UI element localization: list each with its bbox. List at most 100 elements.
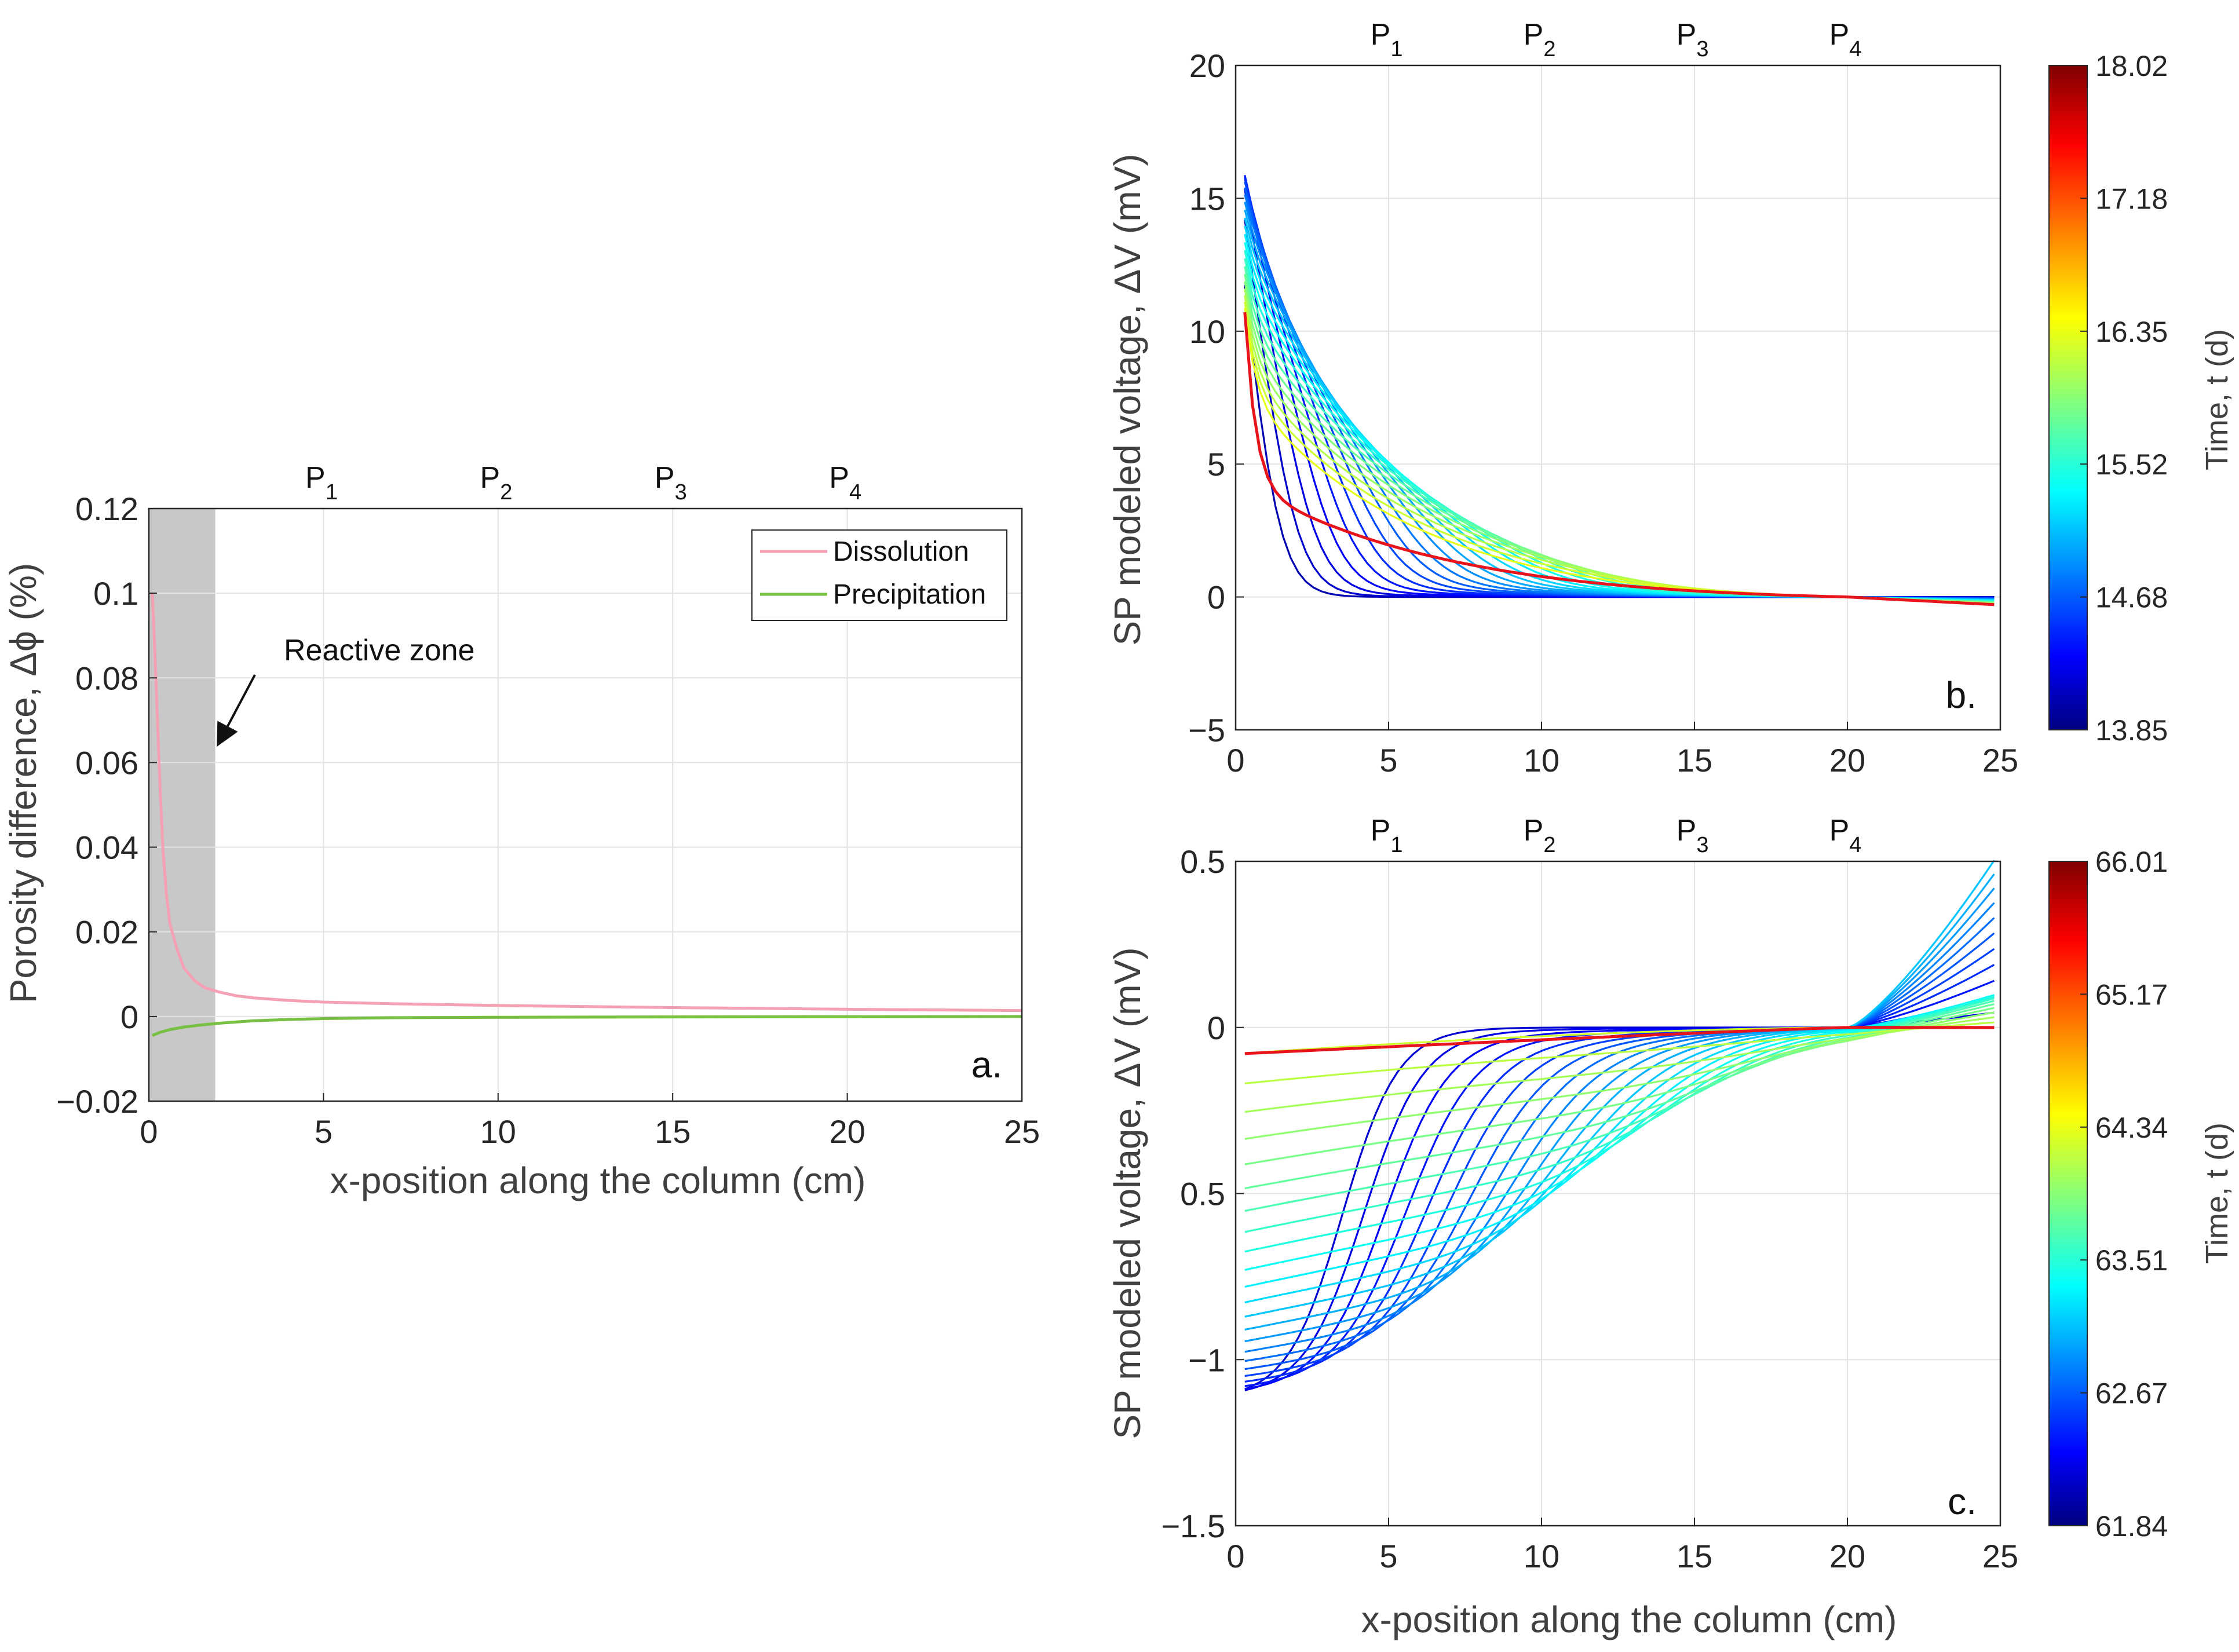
sp-curve xyxy=(1244,932,1995,1370)
y-tick-label: 0 xyxy=(120,999,138,1035)
top-marker-subscript: 2 xyxy=(1543,833,1555,857)
sp-curve xyxy=(1244,202,1995,601)
colorbar-tick-label: 14.68 xyxy=(2095,582,2168,614)
y-tick-label: −1.5 xyxy=(1161,1508,1225,1544)
x-tick-label: 15 xyxy=(1676,742,1712,779)
panel-b-frame xyxy=(1234,64,2001,731)
y-tick-label: −0.02 xyxy=(56,1083,138,1120)
sp-curve xyxy=(1244,194,1995,600)
x-tick-label: 20 xyxy=(829,1113,865,1150)
panel-c-y-axis-label: SP modeled voltage, ΔV (mV) xyxy=(1106,947,1148,1439)
top-marker-P3: P xyxy=(655,461,675,495)
panel-a-legend: Dissolution Precipitation xyxy=(751,529,1007,621)
panel-b-y-axis-label: SP modeled voltage, ΔV (mV) xyxy=(1106,153,1148,645)
y-tick-label: 0.1 xyxy=(93,575,138,612)
top-marker-subscript: 3 xyxy=(675,480,687,505)
top-marker-subscript: 2 xyxy=(1543,37,1555,61)
top-marker-P1: P xyxy=(1371,18,1391,52)
y-tick-label: −5 xyxy=(1188,712,1225,748)
legend-dissolution-label: Dissolution xyxy=(833,536,969,567)
sp-curve xyxy=(1244,996,1995,1390)
sp-curve xyxy=(1244,1021,1995,1084)
legend-box xyxy=(751,529,1007,621)
panel-b-colorbar: 13.85 14.68 15.52 16.35 17.18 18.02 Time, t (d… xyxy=(2048,50,2234,747)
panel-c-y-ticks: −1.5 −1 0.5 0 0.5 xyxy=(1161,843,1244,1544)
sp-curve xyxy=(1244,209,1995,601)
top-marker-P3: P xyxy=(1676,18,1697,52)
top-marker-subscript: 4 xyxy=(1849,37,1861,61)
sp-curve xyxy=(1244,219,1995,598)
x-tick-label: 0 xyxy=(1226,1538,1244,1574)
panel-c-grid xyxy=(1235,861,2001,1526)
sp-curve xyxy=(1244,217,1995,601)
top-marker-P1: P xyxy=(305,461,326,495)
y-tick-label: 10 xyxy=(1189,313,1225,350)
sp-curve xyxy=(1244,873,1995,1331)
y-tick-label: 15 xyxy=(1189,180,1225,217)
panel-a-x-ticks: 0 5 10 15 20 25 xyxy=(140,1093,1040,1150)
panel-a-frame xyxy=(148,507,1023,1102)
sp-curve xyxy=(1244,233,1995,602)
top-marker-subscript: 1 xyxy=(1390,833,1402,857)
colorbar-tick-label: 16.35 xyxy=(2095,316,2168,348)
reactive-zone-arrow xyxy=(217,674,256,747)
sp-curve xyxy=(1244,281,1995,604)
top-marker-subscript: 4 xyxy=(1849,833,1861,857)
y-tick-label: 0.12 xyxy=(75,491,138,527)
y-tick-label: 0.08 xyxy=(75,660,138,696)
y-tick-label: 0.5 xyxy=(1180,843,1225,880)
top-marker-P2: P xyxy=(1524,814,1544,847)
y-tick-label: 0 xyxy=(1207,579,1225,616)
top-marker-P4: P xyxy=(829,461,849,495)
sp-curve-final xyxy=(1243,312,1995,606)
panel-b-label: b. xyxy=(1946,674,1977,716)
colorbar-tick-label: 18.02 xyxy=(2095,50,2168,82)
top-marker-P2: P xyxy=(1524,18,1544,52)
sp-curve xyxy=(1244,225,1995,601)
y-tick-label: 0.5 xyxy=(1180,1176,1225,1212)
panel-a-y-ticks: −0.02 0 0.02 0.04 0.06 0.08 0.1 0.12 xyxy=(56,491,157,1120)
panel-c-colorbar: 61.84 62.67 63.51 64.34 65.17 66.01 Time, t (d… xyxy=(2048,846,2234,1543)
colorbar-label: Time, t (d) xyxy=(2200,1123,2234,1264)
top-marker-P3: P xyxy=(1676,814,1697,847)
top-marker-P1: P xyxy=(1371,814,1391,847)
x-tick-label: 25 xyxy=(1982,742,2018,779)
top-marker-subscript: 1 xyxy=(1390,37,1402,61)
x-tick-label: 5 xyxy=(1379,1538,1397,1574)
panel-c-series xyxy=(1244,860,1995,1391)
y-tick-label: 0 xyxy=(1207,1010,1225,1046)
x-tick-label: 25 xyxy=(1004,1113,1040,1150)
colorbar-tick-label: 13.85 xyxy=(2095,714,2168,747)
sp-curve xyxy=(1244,995,1995,1253)
reactive-zone-label: Reactive zone xyxy=(284,634,475,667)
y-tick-label: 20 xyxy=(1189,47,1225,84)
panel-b-y-ticks: −5 0 5 10 15 20 xyxy=(1188,47,1244,748)
top-marker-subscript: 3 xyxy=(1696,37,1708,61)
panel-b-series xyxy=(1243,174,1995,606)
y-tick-label: 0.02 xyxy=(75,914,138,951)
panel-a-x-axis-label: x-position along the column (cm) xyxy=(330,1160,866,1201)
x-tick-label: 25 xyxy=(1982,1538,2018,1574)
x-tick-label: 15 xyxy=(655,1113,691,1150)
sp-curve xyxy=(1244,288,1995,605)
y-tick-label: 0.06 xyxy=(75,744,138,781)
panel-a-series xyxy=(151,593,1022,1037)
sp-curve-final xyxy=(1244,1026,1995,1055)
top-marker-subscript: 2 xyxy=(500,480,512,505)
legend-precipitation-label: Precipitation xyxy=(833,579,986,610)
panel-a: 0 5 10 15 20 25 −0.0200.020.040.060.080.10.12… xyxy=(2,461,1040,1201)
sp-curve xyxy=(1244,860,1995,1318)
sp-curve xyxy=(1244,301,1995,605)
x-tick-label: 20 xyxy=(1829,1538,1865,1574)
x-tick-label: 10 xyxy=(1524,742,1559,779)
colorbar-tick-label: 15.52 xyxy=(2095,448,2168,481)
panel-a-label: a. xyxy=(971,1044,1002,1086)
x-tick-label: 20 xyxy=(1829,742,1865,779)
top-marker-P4: P xyxy=(1829,814,1850,847)
x-tick-label: 5 xyxy=(315,1113,333,1150)
